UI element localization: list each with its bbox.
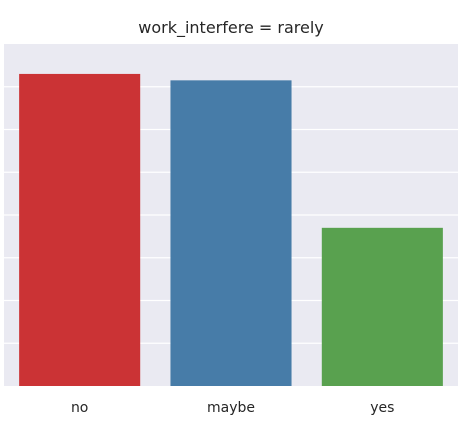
bar-yes xyxy=(321,227,443,386)
bars xyxy=(19,73,443,387)
x-tick-label-no: no xyxy=(71,400,88,416)
bar-no xyxy=(19,73,141,387)
bar-maybe xyxy=(170,80,292,387)
x-tick-label-yes: yes xyxy=(370,400,394,416)
x-tick-labels: no maybe yes xyxy=(71,400,394,416)
x-tick-label-maybe: maybe xyxy=(207,400,255,416)
chart-title: work_interfere = rarely xyxy=(138,18,324,38)
